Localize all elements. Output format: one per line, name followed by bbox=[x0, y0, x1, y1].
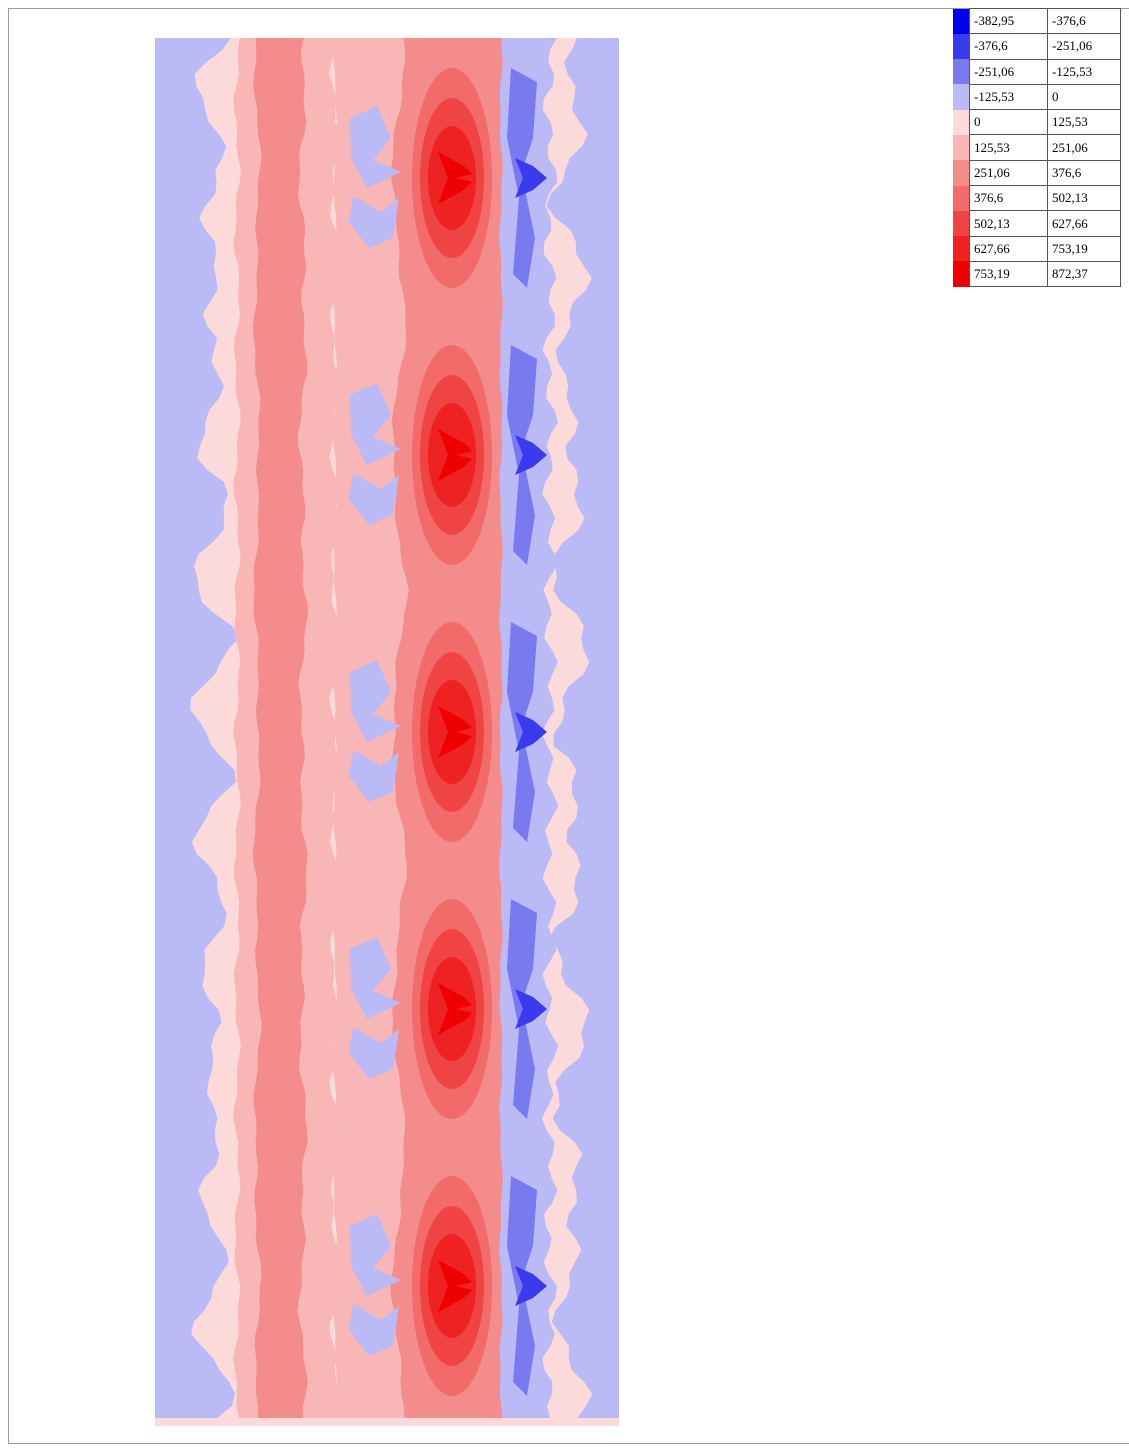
legend-swatch bbox=[953, 236, 970, 262]
color-legend: -382,95 -376,6 -376,6 -251,06 -251,06 -125,53… bbox=[953, 7, 1121, 288]
legend-swatch bbox=[953, 8, 970, 34]
central-negative-spot bbox=[350, 660, 401, 742]
peak-zone-level-6 bbox=[438, 1260, 472, 1312]
legend-row: -125,53 0 bbox=[953, 83, 1121, 111]
legend-range-from: 251,06 bbox=[969, 159, 1048, 187]
legend-range-from: 0 bbox=[969, 109, 1048, 136]
legend-row: -376,6 -251,06 bbox=[953, 33, 1121, 60]
legend-row: 627,66 753,19 bbox=[953, 235, 1121, 262]
legend-range-from: 627,66 bbox=[969, 235, 1048, 262]
central-negative-spot bbox=[349, 1304, 399, 1356]
legend-swatch bbox=[953, 109, 970, 135]
legend-swatch bbox=[953, 160, 970, 186]
left-core-band bbox=[252, 38, 309, 1418]
central-negative-spot bbox=[350, 106, 401, 188]
legend-swatch bbox=[953, 261, 970, 287]
legend-range-from: -125,53 bbox=[969, 83, 1048, 111]
legend-row: 0 125,53 bbox=[953, 109, 1121, 136]
central-negative-spot bbox=[349, 196, 399, 248]
central-negative-spot bbox=[350, 937, 401, 1019]
legend-range-to: 0 bbox=[1047, 83, 1121, 111]
central-negative-spot bbox=[349, 1027, 399, 1079]
central-negative-spot bbox=[349, 750, 399, 802]
legend-range-from: 125,53 bbox=[969, 134, 1048, 161]
legend-range-to: 627,66 bbox=[1047, 210, 1121, 237]
legend-range-from: 502,13 bbox=[969, 210, 1048, 237]
right-negative-core bbox=[515, 158, 547, 198]
legend-swatch bbox=[953, 134, 970, 161]
legend-swatch bbox=[953, 210, 970, 237]
legend-range-from: -376,6 bbox=[969, 33, 1048, 60]
central-negative-spot bbox=[350, 383, 401, 465]
legend-range-from: -251,06 bbox=[969, 58, 1048, 85]
drawing-frame bbox=[8, 8, 1129, 1444]
peak-zone-level-6 bbox=[438, 983, 472, 1035]
peak-zone-level-6 bbox=[438, 429, 472, 481]
peak-zone-level-6 bbox=[438, 706, 472, 758]
legend-range-to: 251,06 bbox=[1047, 134, 1121, 161]
legend-range-to: 753,19 bbox=[1047, 235, 1121, 262]
legend-range-to: 376,6 bbox=[1047, 159, 1121, 187]
central-negative-spot bbox=[350, 1214, 401, 1296]
legend-range-from: 376,6 bbox=[969, 185, 1048, 212]
legend-row: 251,06 376,6 bbox=[953, 159, 1121, 187]
right-negative-core bbox=[515, 712, 547, 752]
legend-range-to: 125,53 bbox=[1047, 109, 1121, 136]
peak-zone-level-6 bbox=[438, 152, 472, 204]
legend-swatch bbox=[953, 59, 970, 85]
legend-row: 502,13 627,66 bbox=[953, 210, 1121, 237]
left-negative-region bbox=[155, 38, 239, 1418]
legend-range-from: 753,19 bbox=[969, 260, 1048, 288]
legend-row: -382,95 -376,6 bbox=[953, 7, 1121, 35]
legend-range-to: -251,06 bbox=[1047, 33, 1121, 60]
right-negative-core bbox=[515, 435, 547, 475]
legend-row: 125,53 251,06 bbox=[953, 134, 1121, 161]
legend-range-from: -382,95 bbox=[969, 7, 1048, 35]
central-negative-spot bbox=[349, 473, 399, 525]
right-edge-negative-region bbox=[546, 38, 619, 1418]
legend-row: -251,06 -125,53 bbox=[953, 58, 1121, 85]
legend-swatch bbox=[953, 33, 970, 60]
legend-range-to: 502,13 bbox=[1047, 185, 1121, 212]
right-negative-core bbox=[515, 1266, 547, 1306]
legend-swatch bbox=[953, 185, 970, 211]
legend-row: 376,6 502,13 bbox=[953, 185, 1121, 212]
contour-plot bbox=[155, 38, 619, 1426]
legend-range-to: -376,6 bbox=[1047, 7, 1121, 35]
right-negative-core bbox=[515, 989, 547, 1029]
legend-row: 753,19 872,37 bbox=[953, 260, 1121, 288]
legend-range-to: -125,53 bbox=[1047, 58, 1121, 85]
legend-range-to: 872,37 bbox=[1047, 260, 1121, 288]
legend-swatch bbox=[953, 84, 970, 110]
